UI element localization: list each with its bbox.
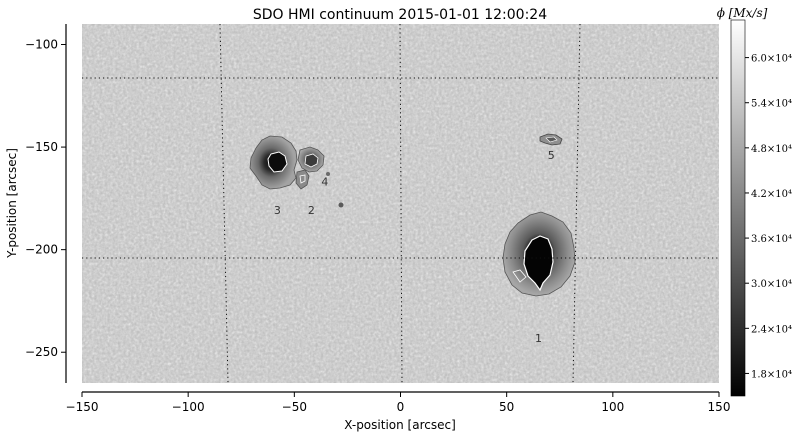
colorbar-tick-label: 3.6×10⁴ [751, 234, 792, 245]
y-axis-label: Y-position [arcsec] [5, 148, 19, 259]
x-tick-label: 100 [601, 400, 624, 414]
sunspot-umbra-1 [523, 235, 554, 292]
sunspot-umbra-3 [267, 151, 288, 173]
sunspot-penumbra-2 [295, 169, 310, 190]
region-labels: 1 2 3 4 5 [274, 149, 555, 345]
x-axis-label: X-position [arcsec] [344, 418, 456, 432]
region-label: 3 [274, 204, 281, 217]
x-tick-label: −150 [66, 400, 99, 414]
colorbar-tick-label: 4.2×10⁴ [751, 189, 792, 200]
axes: −150 −100 −50 0 50 100 150 −100 −150 −200 −250 [25, 24, 730, 414]
colorbar-tick-label: 3.0×10⁴ [751, 279, 792, 290]
y-tick-label: −250 [25, 345, 58, 359]
y-tick-label: −200 [25, 243, 58, 257]
colorbar-label: ϕ [Mx/s] [717, 6, 768, 20]
x-tick-label: 150 [708, 400, 731, 414]
y-tick-label: −100 [25, 38, 58, 52]
colorbar-ticks: 1.8×10⁴ 2.4×10⁴ 3.0×10⁴ 3.6×10⁴ 4.2×10⁴ 4.8×1… [745, 54, 792, 380]
coordinate-grid [82, 24, 719, 383]
colorbar-tick-label: 6.0×10⁴ [751, 54, 792, 65]
chart-title: SDO HMI continuum 2015-01-01 12:00:24 [253, 7, 547, 23]
region-label: 4 [321, 176, 328, 189]
region-label: 5 [548, 149, 555, 162]
colorbar-tick-label: 4.8×10⁴ [751, 144, 792, 155]
colorbar-tick-label: 1.8×10⁴ [751, 369, 792, 380]
region-label: 2 [308, 204, 315, 217]
sunspot-core-4 [304, 153, 319, 168]
x-tick-label: −50 [282, 400, 307, 414]
heatmap-image [82, 24, 719, 383]
colorbar: 1.8×10⁴ 2.4×10⁴ 3.0×10⁴ 3.6×10⁴ 4.2×10⁴ 4.8×1… [717, 6, 792, 397]
region-label: 1 [535, 332, 542, 345]
colorbar-tick-label: 5.4×10⁴ [751, 99, 792, 110]
x-tick-label: 50 [499, 400, 514, 414]
x-tick-label: 0 [397, 400, 405, 414]
sunspot-core-2 [299, 174, 306, 184]
x-tick-label: −100 [172, 400, 205, 414]
y-tick-label: −150 [25, 140, 58, 154]
colorbar-tick-label: 2.4×10⁴ [751, 324, 792, 335]
colorbar-gradient [730, 19, 746, 397]
